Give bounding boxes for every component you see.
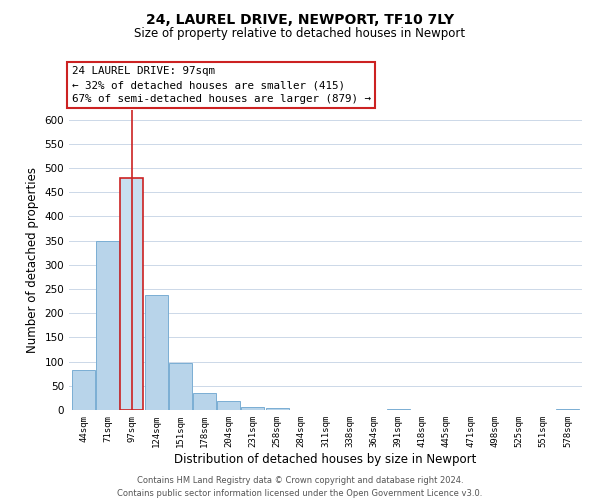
Bar — [145, 296, 167, 410]
Bar — [72, 370, 95, 410]
Bar — [169, 363, 192, 410]
Bar — [386, 408, 410, 410]
Text: Size of property relative to detached houses in Newport: Size of property relative to detached ho… — [134, 28, 466, 40]
Bar — [193, 393, 216, 410]
Bar — [217, 402, 240, 410]
Bar — [266, 408, 289, 410]
Bar — [556, 408, 579, 410]
Text: 24 LAUREL DRIVE: 97sqm
← 32% of detached houses are smaller (415)
67% of semi-de: 24 LAUREL DRIVE: 97sqm ← 32% of detached… — [71, 66, 371, 104]
Bar — [121, 178, 143, 410]
Bar — [241, 406, 265, 410]
X-axis label: Distribution of detached houses by size in Newport: Distribution of detached houses by size … — [175, 452, 476, 466]
Text: Contains HM Land Registry data © Crown copyright and database right 2024.
Contai: Contains HM Land Registry data © Crown c… — [118, 476, 482, 498]
Bar — [96, 240, 119, 410]
Y-axis label: Number of detached properties: Number of detached properties — [26, 167, 39, 353]
Text: 24, LAUREL DRIVE, NEWPORT, TF10 7LY: 24, LAUREL DRIVE, NEWPORT, TF10 7LY — [146, 12, 454, 26]
